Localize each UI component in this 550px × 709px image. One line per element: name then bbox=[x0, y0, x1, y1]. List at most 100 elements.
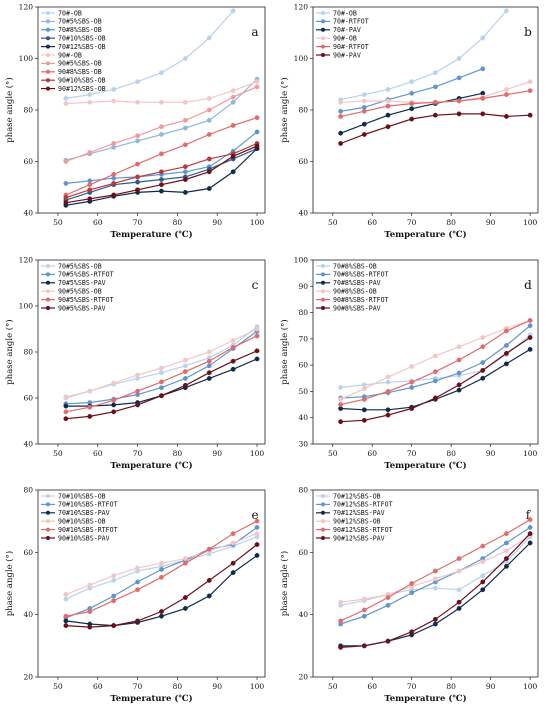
data-point bbox=[527, 540, 533, 546]
data-point bbox=[111, 380, 117, 386]
legend-swatch-marker bbox=[321, 36, 325, 41]
data-point bbox=[87, 582, 93, 588]
legend-swatch-marker bbox=[321, 280, 325, 285]
x-tick-label: 100 bbox=[523, 682, 538, 691]
data-point bbox=[456, 587, 462, 593]
y-axis-title: phase angle (°) bbox=[4, 319, 15, 384]
data-point bbox=[456, 599, 462, 605]
plot-frame bbox=[37, 489, 266, 678]
data-point bbox=[159, 613, 164, 619]
series-70#-OB bbox=[338, 8, 509, 103]
x-tick-label: 80 bbox=[446, 449, 456, 458]
data-point bbox=[206, 107, 212, 113]
y-tick-label: 60 bbox=[23, 548, 33, 557]
data-point bbox=[111, 141, 117, 146]
x-tick-label: 80 bbox=[173, 682, 183, 691]
x-tick-label: 100 bbox=[523, 218, 538, 227]
x-tick-label: 70 bbox=[133, 682, 143, 691]
legend-swatch-marker bbox=[321, 536, 325, 540]
data-point bbox=[111, 98, 117, 104]
x-tick-label: 100 bbox=[523, 449, 538, 458]
legend-label: 70#5%SBS-OB bbox=[58, 262, 102, 270]
data-point bbox=[456, 370, 462, 376]
data-point bbox=[111, 402, 117, 408]
data-point bbox=[230, 8, 236, 14]
panel-d: 50 60 70 80 90 100 30 40 50 60 70 80 90 100 Temperatur… bbox=[279, 256, 539, 471]
legend-swatch-marker bbox=[46, 78, 50, 83]
data-point bbox=[63, 416, 69, 422]
data-point bbox=[480, 111, 486, 117]
legend-label: 90#10%SBS-OB bbox=[58, 518, 106, 526]
data-point bbox=[159, 151, 164, 157]
data-point bbox=[87, 187, 93, 193]
data-point bbox=[87, 413, 93, 419]
x-axis-title: Temperature (℃) bbox=[110, 460, 192, 471]
legend-label: 90#8%SBS-PAV bbox=[333, 304, 381, 312]
panel-letter: c bbox=[252, 278, 259, 292]
legend-label: 70#-OB bbox=[333, 9, 357, 17]
data-point bbox=[432, 621, 438, 627]
data-point bbox=[63, 596, 69, 602]
legend-label: 70#-OB bbox=[58, 9, 82, 17]
series-70#8%SBS-RTFOT bbox=[338, 323, 533, 401]
legend-swatch-marker bbox=[46, 297, 50, 302]
y-tick-label: 80 bbox=[23, 348, 33, 357]
data-point bbox=[111, 397, 117, 403]
data-point bbox=[432, 70, 438, 76]
data-point bbox=[254, 84, 260, 90]
data-point bbox=[361, 382, 367, 388]
legend-label: 90#8%SBS-RTFOT bbox=[333, 296, 389, 304]
legend-label: 70#5%SBS-OB bbox=[58, 18, 102, 26]
y-tick-label: 40 bbox=[23, 209, 33, 218]
data-point bbox=[338, 402, 344, 407]
series-90#5%SBS-OB bbox=[63, 84, 260, 164]
series-90#5%SBS-RTFOT bbox=[63, 333, 260, 415]
legend-label: 70#10%SBS-OB bbox=[58, 492, 106, 500]
data-point bbox=[159, 574, 164, 580]
data-point bbox=[182, 164, 188, 170]
data-point bbox=[527, 346, 533, 352]
data-point bbox=[527, 318, 533, 323]
x-tick-label: 100 bbox=[250, 218, 265, 227]
series-90#-PAV bbox=[338, 111, 533, 146]
panel-letter: b bbox=[524, 25, 532, 39]
data-point bbox=[87, 624, 93, 630]
data-point bbox=[206, 376, 212, 381]
data-point bbox=[159, 560, 164, 566]
data-point bbox=[480, 559, 486, 565]
data-point bbox=[504, 556, 509, 561]
data-point bbox=[432, 395, 438, 401]
data-point bbox=[182, 125, 188, 131]
data-point bbox=[385, 602, 391, 608]
legend-swatch-marker bbox=[46, 27, 50, 32]
data-point bbox=[385, 638, 391, 644]
legend-label: 70#10%SBS-RTFOT bbox=[58, 501, 118, 509]
data-point bbox=[504, 540, 509, 546]
data-point bbox=[432, 99, 438, 105]
data-point bbox=[409, 629, 415, 635]
legend-label: 70#12%SBS-OB bbox=[58, 43, 106, 51]
legend-swatch-marker bbox=[321, 27, 325, 32]
legend-swatch-marker bbox=[321, 11, 325, 15]
data-point bbox=[63, 592, 69, 597]
x-tick-label: 60 bbox=[93, 218, 103, 227]
x-tick-label: 60 bbox=[93, 682, 103, 691]
data-point bbox=[230, 88, 236, 94]
data-point bbox=[254, 115, 260, 121]
data-point bbox=[182, 189, 188, 195]
data-point bbox=[63, 395, 69, 401]
x-tick-label: 90 bbox=[212, 218, 222, 227]
data-point bbox=[432, 616, 438, 622]
y-tick-label: 90 bbox=[298, 282, 308, 291]
data-point bbox=[206, 546, 212, 552]
data-point bbox=[182, 357, 188, 363]
series-line bbox=[65, 86, 258, 163]
legend-swatch-marker bbox=[321, 510, 325, 515]
data-point bbox=[206, 358, 212, 364]
x-tick-label: 50 bbox=[328, 218, 338, 227]
data-point bbox=[456, 111, 462, 117]
series-line bbox=[340, 92, 483, 134]
data-point bbox=[230, 123, 236, 128]
data-point bbox=[135, 372, 140, 378]
series-90#10%SBS-PAV bbox=[63, 542, 260, 630]
